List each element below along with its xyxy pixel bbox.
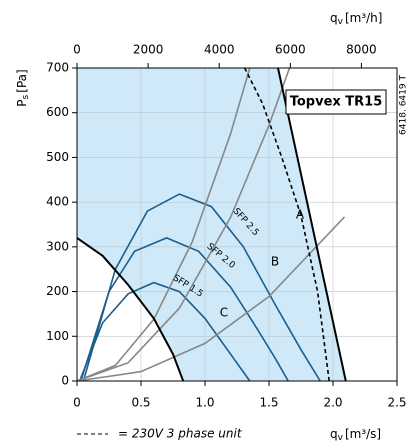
annotation: B [271, 255, 279, 269]
x2-label-unit: [m³/h] [345, 11, 383, 25]
plot-area: 0 100 200 300 400 500 600 700 0 0.5 1.0 1.5 2.0 2.5 0 2… [46, 43, 406, 410]
x-label-sub: v [338, 433, 344, 443]
x2-label-main: q [330, 11, 338, 25]
x2-tick-label: 4000 [204, 43, 235, 57]
annotation: C [220, 306, 228, 320]
y-axis-label: Ps [Pa] [15, 69, 31, 106]
y-tick-label: 300 [46, 239, 69, 253]
y-tick-label: 100 [46, 329, 69, 343]
y-tick-label: 400 [46, 195, 69, 209]
x2-axis-label: qv [m³/h] [330, 11, 382, 27]
curve [82, 193, 321, 382]
title-box [285, 89, 387, 115]
x-label-unit: [m³/s] [345, 427, 381, 441]
curve [76, 67, 251, 382]
y-tick-label: 0 [61, 374, 69, 388]
x-tick-label: 0 [73, 396, 81, 410]
legend-label: = 230V 3 phase unit [118, 427, 243, 441]
x2-tick-label: 0 [73, 43, 81, 57]
x-tick-label: 1.5 [259, 396, 278, 410]
curve [76, 216, 346, 382]
y-tick-label: 500 [46, 150, 69, 164]
x2-label-sub: v [338, 17, 344, 27]
x-axis-label: qv [m³/s] [330, 427, 381, 443]
y-tick-label: 600 [46, 105, 69, 119]
x2-tick-label: 8000 [346, 43, 377, 57]
boundary-curve [277, 67, 347, 382]
chart-title: Topvex TR15 [290, 95, 383, 110]
x-tick-label: 2.5 [387, 396, 406, 410]
y-tick-label: 700 [46, 61, 69, 75]
curve [80, 237, 289, 382]
annotation: A [296, 208, 305, 222]
x-tick-label: 0.5 [131, 396, 150, 410]
y-label-sub: s [21, 94, 31, 99]
curve [76, 67, 291, 382]
y-tick-label: 200 [46, 284, 69, 298]
operating-area [77, 68, 346, 381]
plot-frame [76, 67, 398, 382]
code-label: 6418. 6419 T [399, 75, 409, 135]
x-label-main: q [330, 427, 338, 441]
boundary-curve [76, 237, 185, 382]
x-tick-label: 2.0 [323, 396, 342, 410]
y-label-unit: [Pa] [15, 69, 29, 92]
x2-tick-label: 2000 [133, 43, 164, 57]
curve [78, 281, 251, 382]
dashed-curve [243, 67, 330, 382]
x-tick-label: 1.0 [195, 396, 214, 410]
x2-tick-label: 6000 [275, 43, 306, 57]
y-label-main: P [15, 99, 29, 106]
